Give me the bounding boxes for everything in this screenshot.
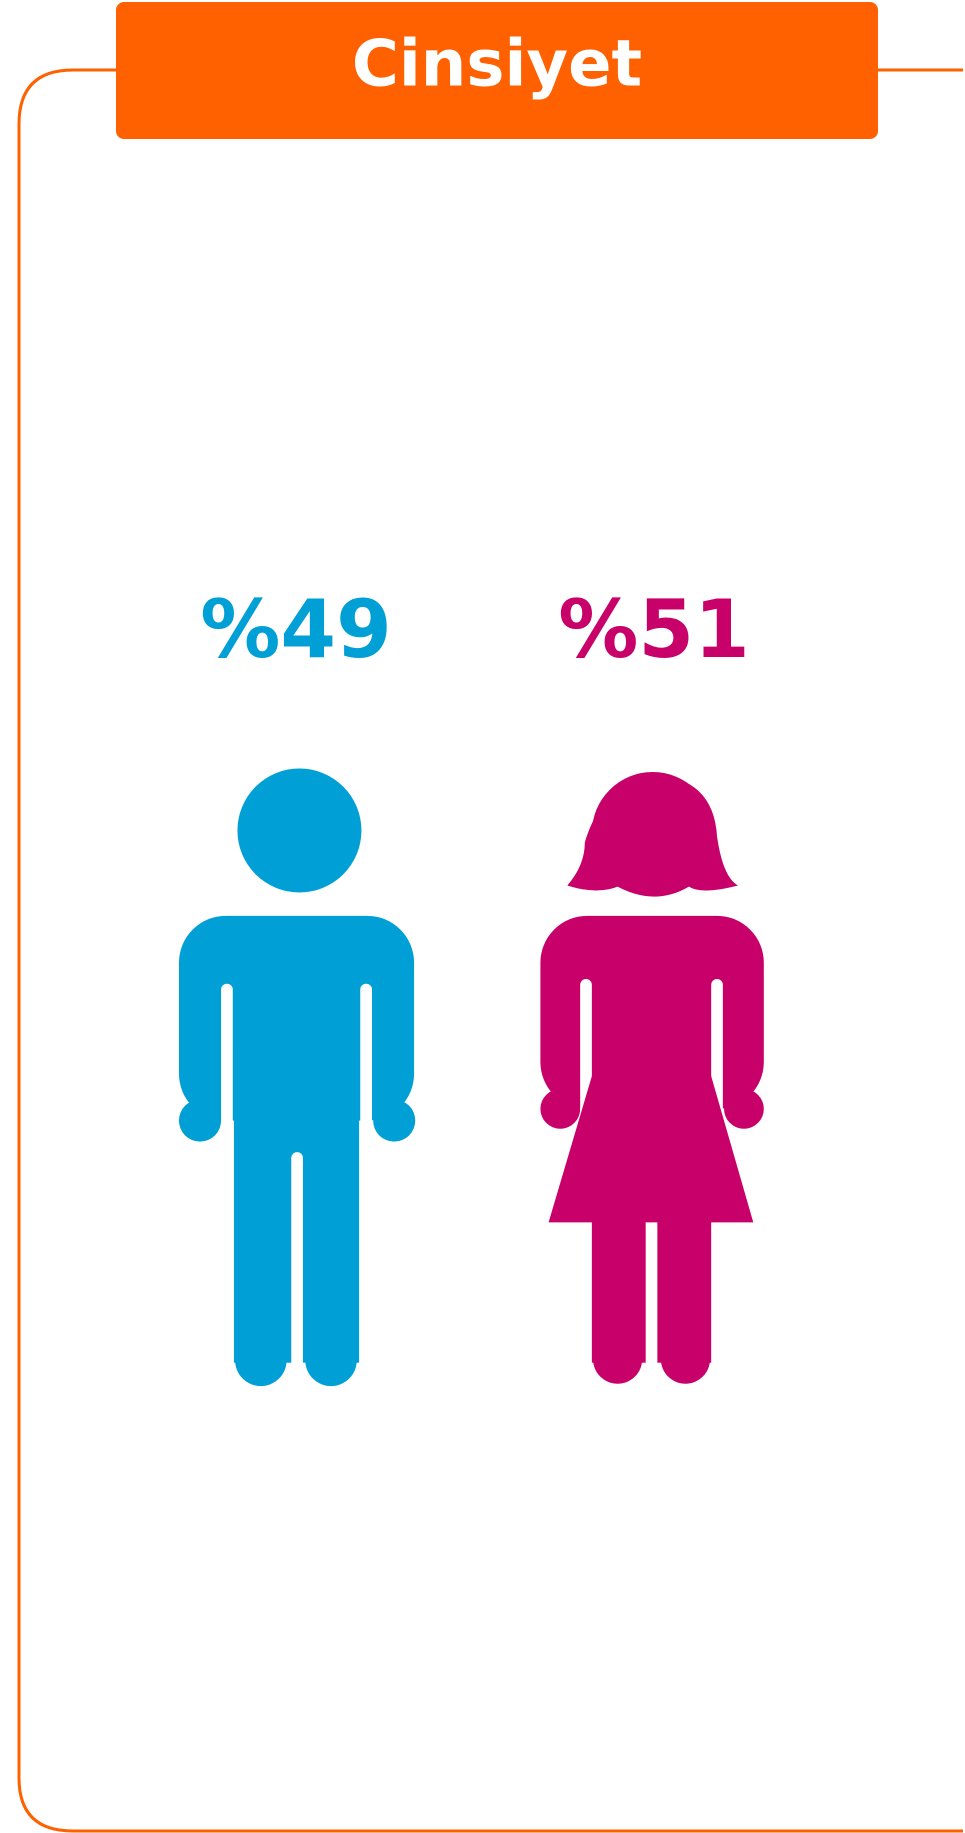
- female-percent: %51: [558, 583, 749, 676]
- male-icon: [178, 768, 416, 1410]
- female-icon: [540, 772, 764, 1404]
- title: Cinsiyet: [352, 28, 642, 102]
- male-percent: %49: [200, 583, 391, 676]
- frame: [17, 68, 963, 1833]
- header-box: [116, 2, 878, 139]
